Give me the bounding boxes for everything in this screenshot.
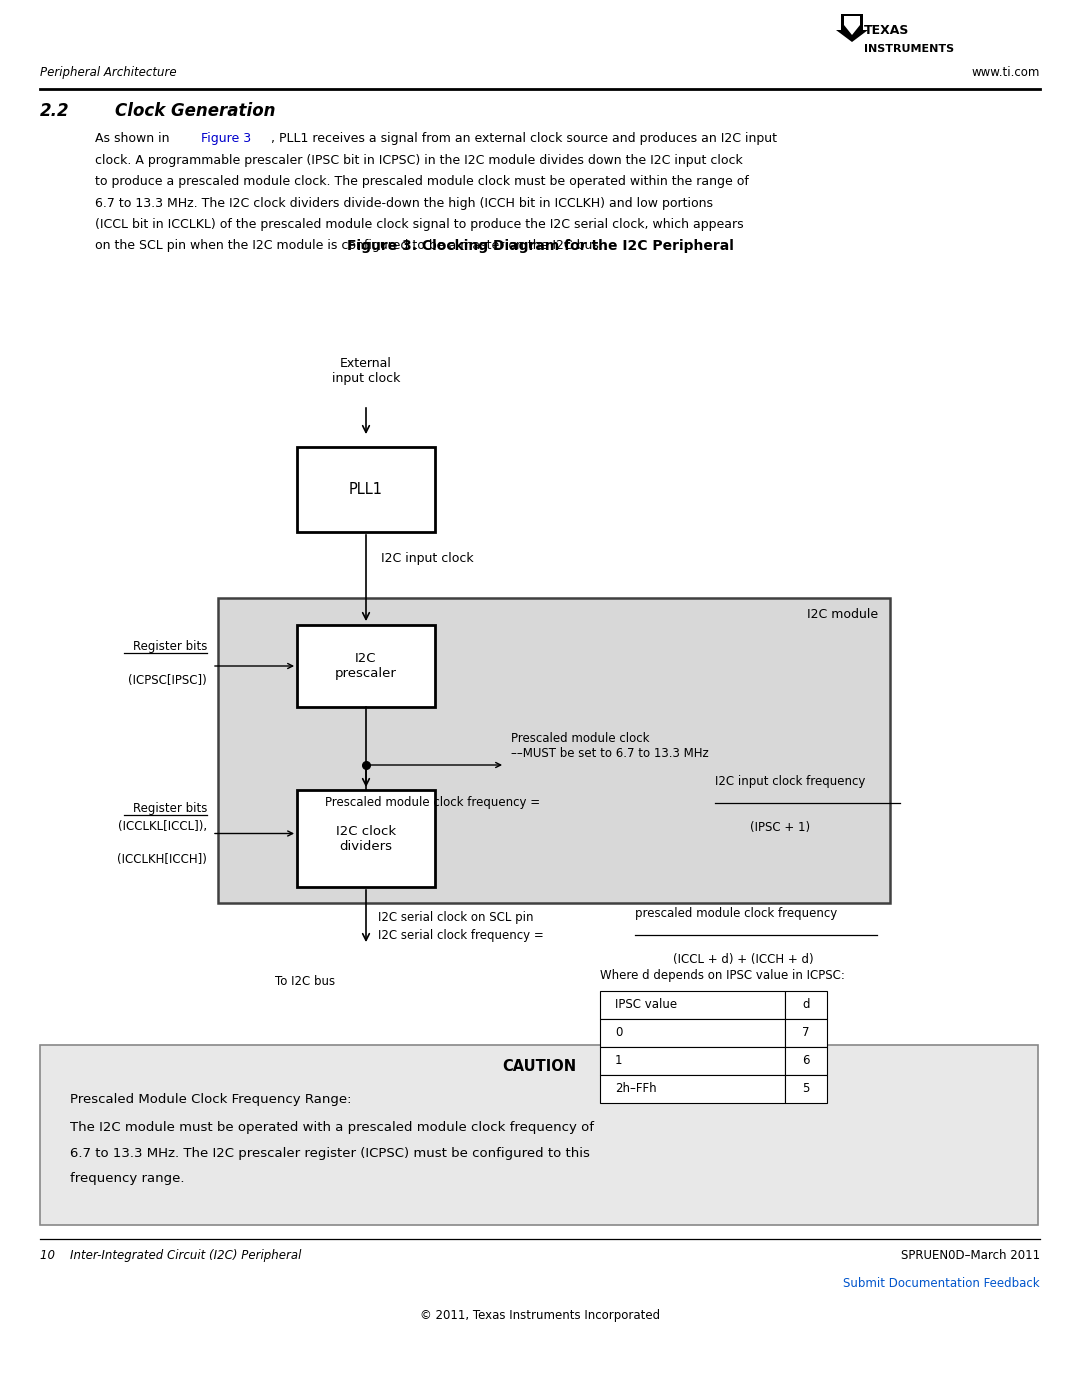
Bar [297, 447, 435, 532]
Bar [297, 789, 435, 887]
Bar [40, 1045, 1038, 1225]
Text: Where d depends on IPSC value in ICPSC:: Where d depends on IPSC value in ICPSC: [600, 970, 845, 982]
Text: I2C
prescaler: I2C prescaler [335, 652, 397, 680]
Bar [785, 1018, 827, 1046]
Bar [785, 1046, 827, 1076]
Text: d: d [802, 999, 810, 1011]
Text: I2C clock
dividers: I2C clock dividers [336, 824, 396, 852]
Text: External
input clock: External input clock [332, 358, 401, 386]
Bar [297, 624, 435, 707]
Text: Peripheral Architecture: Peripheral Architecture [40, 66, 177, 80]
Text: INSTRUMENTS: INSTRUMENTS [864, 43, 954, 54]
Text: (ICCLKL[ICCL]),: (ICCLKL[ICCL]), [118, 820, 207, 833]
Text: I2C input clock frequency: I2C input clock frequency [715, 775, 865, 788]
Bar [600, 990, 785, 1018]
Text: Prescaled module clock
––MUST be set to 6.7 to 13.3 MHz: Prescaled module clock ––MUST be set to … [511, 732, 708, 760]
Text: prescaled module clock frequency: prescaled module clock frequency [635, 907, 837, 921]
Text: Register bits: Register bits [133, 640, 207, 652]
Text: PLL1: PLL1 [349, 482, 383, 497]
Text: I2C serial clock on SCL pin: I2C serial clock on SCL pin [378, 911, 534, 923]
Text: (ICPSC[IPSC]): (ICPSC[IPSC]) [129, 673, 207, 687]
Polygon shape [843, 15, 860, 35]
Text: www.ti.com: www.ti.com [972, 66, 1040, 80]
Text: SPRUEN0D–March 2011: SPRUEN0D–March 2011 [901, 1249, 1040, 1261]
Text: I2C input clock: I2C input clock [381, 552, 474, 564]
Text: (ICCL + d) + (ICCH + d): (ICCL + d) + (ICCH + d) [673, 953, 813, 965]
Text: (IPSC + 1): (IPSC + 1) [750, 821, 810, 834]
Bar [785, 1076, 827, 1104]
Bar [600, 1076, 785, 1104]
Text: The I2C module must be operated with a prescaled module clock frequency of: The I2C module must be operated with a p… [70, 1120, 594, 1134]
Bar [218, 598, 890, 902]
Text: clock. A programmable prescaler (IPSC bit in ICPSC) in the I2C module divides do: clock. A programmable prescaler (IPSC bi… [95, 154, 743, 166]
Text: Prescaled module clock frequency =: Prescaled module clock frequency = [325, 795, 540, 809]
Text: Figure 3: Figure 3 [201, 131, 251, 145]
Text: Figure 3. Clocking Diagram for the I2C Peripheral: Figure 3. Clocking Diagram for the I2C P… [347, 239, 733, 253]
Text: I2C serial clock frequency =: I2C serial clock frequency = [378, 929, 543, 942]
Text: I2C module: I2C module [807, 608, 878, 622]
Text: 0: 0 [615, 1027, 622, 1039]
Bar [600, 1018, 785, 1046]
Text: 5: 5 [802, 1083, 810, 1095]
Text: Prescaled Module Clock Frequency Range:: Prescaled Module Clock Frequency Range: [70, 1092, 351, 1106]
Text: © 2011, Texas Instruments Incorporated: © 2011, Texas Instruments Incorporated [420, 1309, 660, 1322]
Text: frequency range.: frequency range. [70, 1172, 185, 1185]
Text: Clock Generation: Clock Generation [114, 102, 275, 120]
Text: 10    Inter-Integrated Circuit (I2C) Peripheral: 10 Inter-Integrated Circuit (I2C) Periph… [40, 1249, 301, 1261]
Text: As shown in: As shown in [95, 131, 174, 145]
Text: (ICCL bit in ICCLKL) of the prescaled module clock signal to produce the I2C ser: (ICCL bit in ICCLKL) of the prescaled mo… [95, 218, 744, 231]
Text: 6.7 to 13.3 MHz. The I2C clock dividers divide-down the high (ICCH bit in ICCLKH: 6.7 to 13.3 MHz. The I2C clock dividers … [95, 197, 713, 210]
Text: IPSC value: IPSC value [615, 999, 677, 1011]
Text: 2.2: 2.2 [40, 102, 69, 120]
Text: Submit Documentation Feedback: Submit Documentation Feedback [843, 1277, 1040, 1289]
Text: to produce a prescaled module clock. The prescaled module clock must be operated: to produce a prescaled module clock. The… [95, 175, 748, 189]
Text: To I2C bus: To I2C bus [275, 975, 335, 988]
Text: 1: 1 [615, 1055, 622, 1067]
Text: 6.7 to 13.3 MHz. The I2C prescaler register (ICPSC) must be configured to this: 6.7 to 13.3 MHz. The I2C prescaler regis… [70, 1147, 590, 1160]
Bar [785, 990, 827, 1018]
Text: on the SCL pin when the I2C module is configured to be a master on the I2C bus.: on the SCL pin when the I2C module is co… [95, 239, 603, 253]
Text: 2h–FFh: 2h–FFh [615, 1083, 657, 1095]
Text: , PLL1 receives a signal from an external clock source and produces an I2C input: , PLL1 receives a signal from an externa… [271, 131, 777, 145]
Bar [600, 1046, 785, 1076]
Text: CAUTION: CAUTION [502, 1059, 576, 1074]
Text: Register bits: Register bits [133, 802, 207, 814]
Text: 7: 7 [802, 1027, 810, 1039]
Text: TEXAS: TEXAS [864, 24, 909, 36]
Text: 6: 6 [802, 1055, 810, 1067]
Polygon shape [836, 14, 868, 42]
Text: (ICCLKH[ICCH]): (ICCLKH[ICCH]) [117, 852, 207, 866]
